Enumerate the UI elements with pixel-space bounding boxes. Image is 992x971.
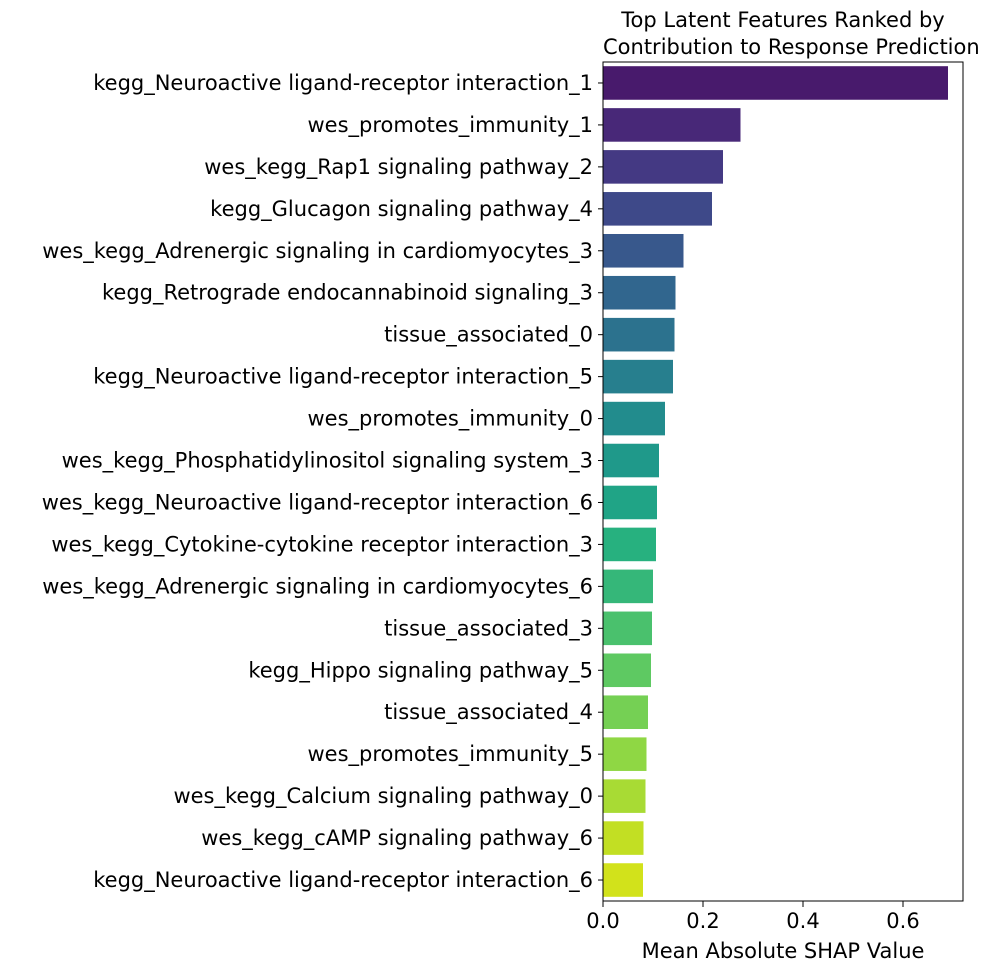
x-tick-label: 0.0	[586, 909, 619, 933]
bar	[603, 737, 647, 771]
bar	[603, 527, 656, 562]
y-tick-label: kegg_Neuroactive ligand-receptor interac…	[93, 71, 593, 96]
bar	[603, 485, 657, 520]
bar	[603, 695, 648, 730]
y-tick-label: kegg_Retrograde endocannabinoid signalin…	[102, 281, 593, 306]
y-tick-label: kegg_Neuroactive ligand-receptor interac…	[93, 868, 593, 893]
bar	[603, 863, 643, 897]
bar	[603, 317, 675, 352]
x-tick-label: 0.6	[886, 909, 919, 933]
plot-frame	[602, 61, 964, 902]
bar	[603, 359, 673, 394]
y-tick-label: tissue_associated_0	[384, 323, 593, 348]
y-tick-label: tissue_associated_4	[384, 700, 593, 725]
y-tick-label: kegg_Glucagon signaling pathway_4	[210, 197, 593, 222]
y-tick-label: wes_kegg_Cytokine-cytokine receptor inte…	[51, 532, 593, 557]
bar	[603, 108, 741, 142]
y-tick-label: wes_promotes_immunity_5	[307, 742, 593, 767]
y-tick-label: wes_kegg_Adrenergic signaling in cardiom…	[42, 574, 593, 599]
bar	[603, 401, 665, 436]
y-tick-label: kegg_Hippo signaling pathway_5	[248, 658, 593, 683]
y-tick-label: wes_kegg_cAMP signaling pathway_6	[201, 826, 593, 851]
bar	[603, 275, 676, 310]
y-tick-label: wes_kegg_Adrenergic signaling in cardiom…	[42, 239, 593, 264]
bar	[603, 233, 684, 268]
y-tick-label: tissue_associated_3	[384, 616, 593, 641]
chart-title-line-1: Top Latent Features Ranked by	[621, 8, 945, 32]
bar	[603, 779, 646, 813]
bar	[603, 569, 653, 604]
x-tick-label: 0.2	[686, 909, 719, 933]
x-axis: 0.0 0.2 0.4 0.6	[586, 901, 920, 933]
chart-title-line-2: Contribution to Response Prediction	[603, 35, 980, 59]
y-tick-label: wes_kegg_Neuroactive ligand-receptor int…	[42, 490, 593, 515]
bar	[603, 150, 723, 184]
y-tick-label: wes_kegg_Phosphatidylinositol signaling …	[62, 449, 593, 474]
y-tick-label: kegg_Neuroactive ligand-receptor interac…	[93, 365, 593, 390]
x-tick-label: 0.4	[786, 909, 819, 933]
y-tick-label: wes_promotes_immunity_1	[307, 113, 593, 138]
bar	[603, 66, 948, 100]
bar	[603, 821, 644, 855]
y-tick-label: wes_kegg_Rap1 signaling pathway_2	[204, 155, 593, 180]
x-axis-label: Mean Absolute SHAP Value	[642, 939, 925, 963]
bar	[603, 443, 659, 478]
bar	[603, 653, 651, 688]
y-tick-label: wes_promotes_immunity_0	[307, 407, 593, 432]
bar	[603, 611, 652, 646]
y-tick-labels: kegg_Neuroactive ligand-receptor interac…	[42, 71, 603, 893]
y-tick-label: wes_kegg_Calcium signaling pathway_0	[173, 784, 593, 809]
bars-group	[603, 66, 948, 897]
bar	[603, 192, 712, 226]
